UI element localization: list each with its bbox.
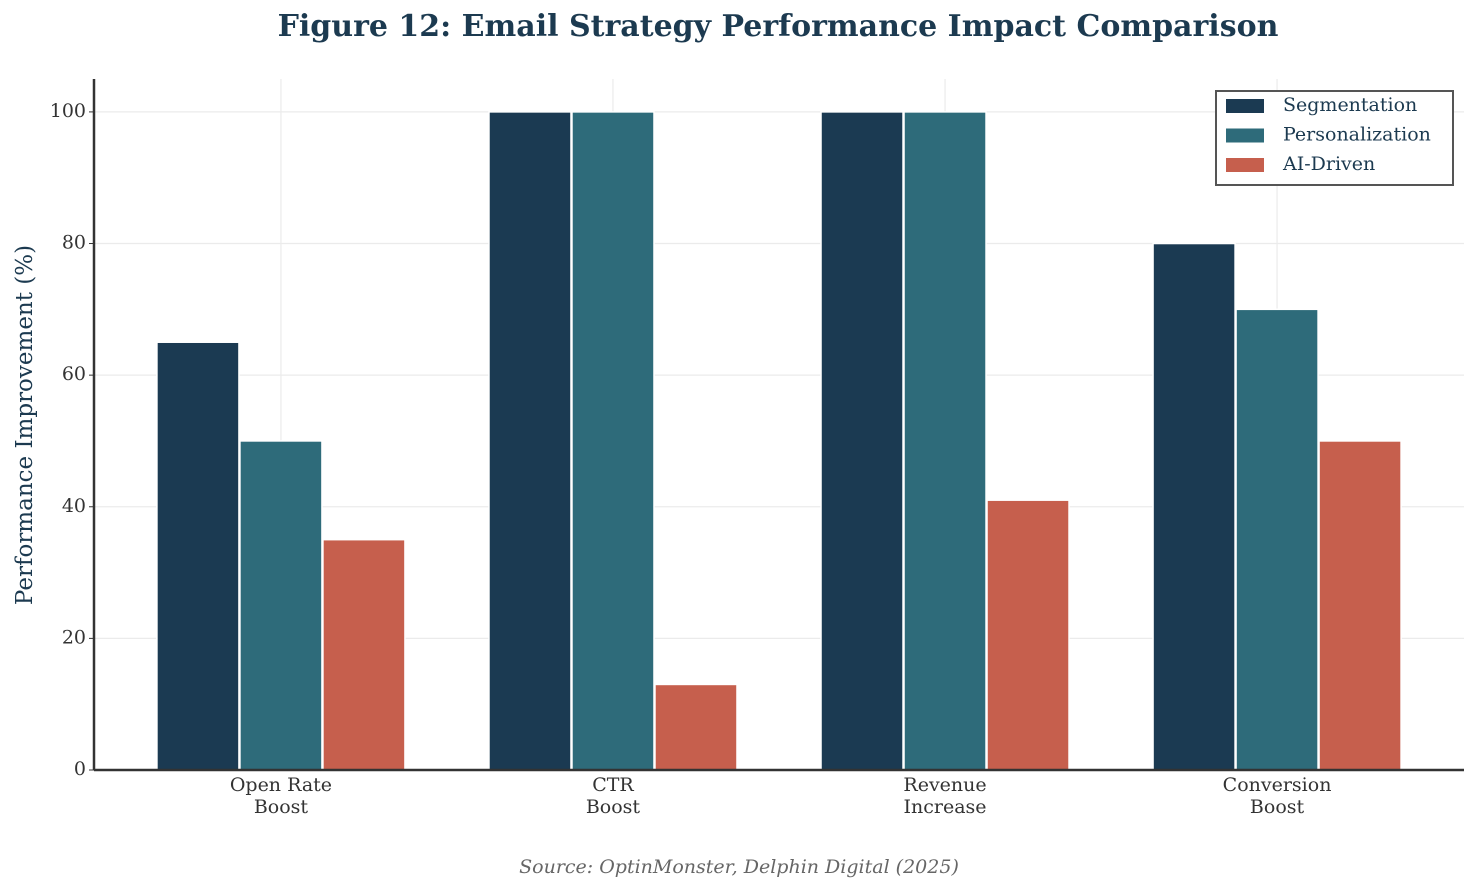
bar: [571, 111, 655, 771]
bar: [1235, 308, 1319, 771]
legend-swatch: [1226, 128, 1264, 143]
bar: [654, 683, 738, 771]
y-tick-label: 40: [62, 495, 86, 517]
legend-swatch: [1226, 99, 1264, 113]
bar: [986, 499, 1070, 771]
y-tick-label: 20: [62, 626, 86, 648]
x-tick-label: Revenue Increase: [903, 774, 987, 818]
bar: [488, 111, 572, 771]
x-tick-label: Conversion Boost: [1222, 774, 1332, 818]
legend-label: Segmentation: [1283, 94, 1417, 116]
source-note: Source: OptinMonster, Delphin Digital (2…: [519, 856, 959, 878]
x-tick-label: CTR Boost: [585, 774, 641, 818]
y-tick-label: 80: [62, 232, 86, 254]
y-tick-label: 60: [62, 363, 86, 385]
y-axis-label: Performance Improvement (%): [12, 245, 38, 605]
bar: [903, 111, 987, 771]
bar: [820, 111, 904, 771]
legend-label: AI-Driven: [1282, 153, 1375, 175]
x-tick-label: Open Rate Boost: [229, 774, 333, 818]
bar: [1152, 242, 1236, 771]
bar: [239, 440, 323, 771]
y-tick-label: 100: [50, 100, 86, 122]
bar: [322, 538, 406, 771]
bar: [1318, 440, 1402, 771]
legend-label: Personalization: [1283, 124, 1431, 146]
chart-title: Figure 12: Email Strategy Performance Im…: [278, 9, 1279, 44]
legend-swatch: [1226, 158, 1264, 172]
y-tick-label: 0: [74, 758, 86, 780]
bar: [156, 341, 240, 771]
